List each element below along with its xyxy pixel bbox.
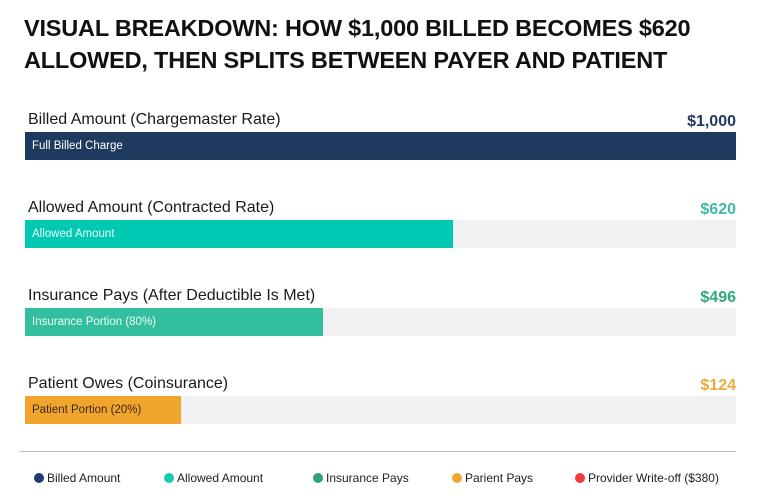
bar-row-patient: Patient Owes (Coinsurance) $124 Patient … (25, 371, 736, 424)
legend-dot-icon (313, 473, 323, 483)
legend-item-insurance: Insurance Pays (313, 471, 409, 485)
legend-label: Billed Amount (47, 471, 121, 485)
bar-label: Insurance Portion (80%) (32, 316, 157, 328)
bar-label: Patient Portion (20%) (32, 404, 142, 416)
bar-fill: Patient Portion (20%) (25, 396, 181, 424)
legend-label: Parient Pays (465, 471, 534, 485)
legend-label: Allowed Amount (177, 471, 264, 485)
legend-dot-icon (575, 473, 585, 483)
legend: Billed Amount Allowed Amount Insurance P… (0, 471, 760, 489)
bar-row-billed: Billed Amount (Chargemaster Rate) $1,000… (25, 107, 736, 160)
row-label: Patient Owes (Coinsurance) (28, 375, 229, 392)
row-label: Billed Amount (Chargemaster Rate) (28, 111, 281, 128)
bar-fill: Allowed Amount (25, 220, 453, 248)
row-value: $620 (700, 201, 736, 218)
legend-dot-icon (34, 473, 44, 483)
row-label: Insurance Pays (After Deductible Is Met) (28, 287, 316, 304)
legend-label: Insurance Pays (326, 471, 409, 485)
legend-divider (20, 451, 736, 452)
bar-fill: Insurance Portion (80%) (25, 308, 323, 336)
bar-track: Patient Portion (20%) (25, 396, 736, 424)
legend-item-patient: Parient Pays (452, 471, 533, 485)
bar-track: Insurance Portion (80%) (25, 308, 736, 336)
bar-fill: Full Billed Charge (25, 132, 736, 160)
row-label: Allowed Amount (Contracted Rate) (28, 199, 275, 216)
bar-row-insurance: Insurance Pays (After Deductible Is Met)… (25, 283, 736, 336)
bar-label: Full Billed Charge (32, 140, 123, 152)
chart-title: VISUAL BREAKDOWN: HOW $1,000 BILLED BECO… (24, 15, 691, 73)
bar-track: Full Billed Charge (25, 132, 736, 160)
legend-item-billed: Billed Amount (34, 471, 120, 485)
row-value: $496 (700, 289, 736, 306)
row-value: $1,000 (687, 113, 736, 130)
legend-item-writeoff: Provider Write-off ($380) (575, 471, 719, 485)
legend-label: Provider Write-off ($380) (588, 471, 719, 485)
bar-label: Allowed Amount (32, 228, 115, 240)
bar-row-allowed: Allowed Amount (Contracted Rate) $620 Al… (25, 195, 736, 248)
legend-dot-icon (164, 473, 174, 483)
legend-dot-icon (452, 473, 462, 483)
row-value: $124 (700, 377, 736, 394)
bar-track: Allowed Amount (25, 220, 736, 248)
legend-item-allowed: Allowed Amount (164, 471, 263, 485)
